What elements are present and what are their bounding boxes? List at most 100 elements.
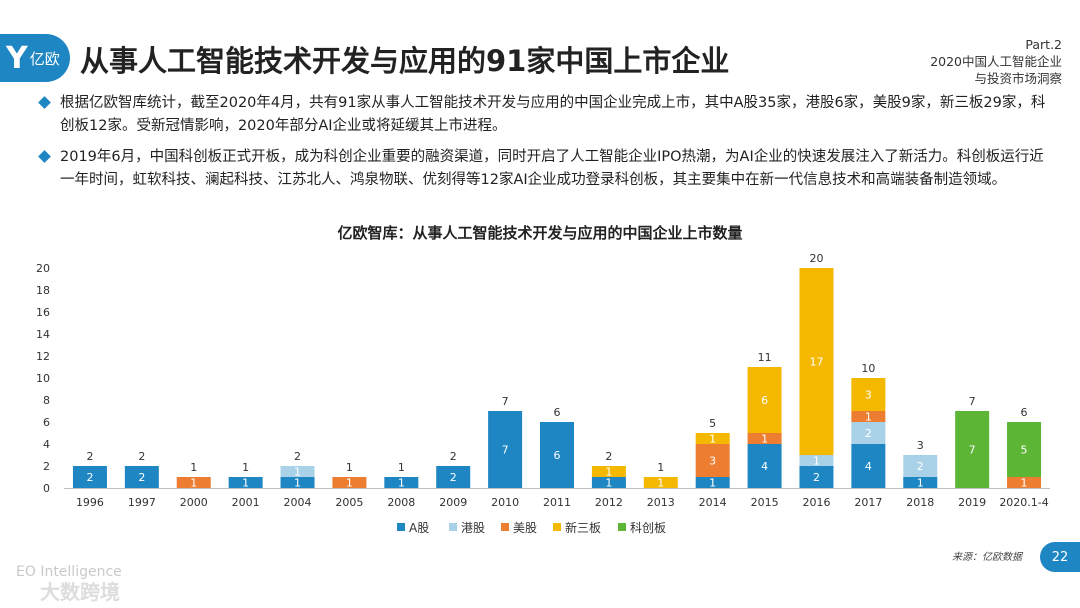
bar-segment [799, 455, 834, 466]
bullet-diamond-icon [38, 150, 51, 163]
part-number: Part.2 [1025, 37, 1062, 52]
bar-segment [799, 268, 834, 455]
chart-title: 亿欧智库：从事人工智能技术开发与应用的中国企业上市数量 [337, 224, 743, 242]
bar-segment [903, 477, 938, 488]
bar-total-label: 2 [450, 450, 457, 463]
x-tick-label: 2005 [335, 496, 363, 509]
x-tick-label: 2016 [802, 496, 830, 509]
legend-label: 科创板 [630, 521, 666, 535]
bar-total-label: 2 [86, 450, 93, 463]
legend-label: 新三板 [565, 520, 601, 535]
bar-total-label: 7 [502, 395, 509, 408]
report-label: Part.2 2020中国人工智能企业 与投资市场洞察 [930, 36, 1062, 87]
bar-total-label: 2 [138, 450, 145, 463]
x-tick-label: 2017 [854, 496, 882, 509]
x-tick-label: 1997 [128, 496, 156, 509]
y-tick-label: 0 [43, 482, 50, 495]
y-tick-label: 2 [43, 460, 50, 473]
bar-value-label: 1 [294, 477, 301, 490]
bar-segment [176, 477, 211, 488]
bar-total-label: 2 [605, 450, 612, 463]
page-number: 22 [1040, 542, 1080, 572]
bullet-item: 2019年6月，中国科创板正式开板，成为科创企业重要的融资渠道，同时开启了人工智… [38, 146, 1048, 192]
x-tick-label: 2012 [595, 496, 623, 509]
bar-value-label: 1 [1021, 477, 1028, 490]
bar-value-label: 1 [605, 477, 612, 490]
bar-segment [1007, 422, 1042, 477]
y-tick-label: 8 [43, 394, 50, 407]
bar-total-label: 7 [969, 395, 976, 408]
bar-value-label: 2 [450, 471, 457, 484]
bullet-text: 2019年6月，中国科创板正式开板，成为科创企业重要的融资渠道，同时开启了人工智… [60, 149, 1044, 188]
legend-swatch [618, 523, 626, 531]
bar-segment [747, 433, 782, 444]
bar-segment [1007, 477, 1042, 488]
y-tick-label: 16 [36, 306, 50, 319]
bar-value-label: 1 [190, 477, 197, 490]
bullet-text: 根据亿欧智库统计，截至2020年4月，共有91家从事人工智能技术开发与应用的中国… [60, 95, 1046, 134]
bar-segment [955, 411, 990, 488]
bar-total-label: 20 [809, 252, 823, 265]
bar-total-label: 1 [242, 461, 249, 474]
bar-segment [851, 444, 886, 488]
legend-swatch [449, 523, 457, 531]
bar-segment [747, 444, 782, 488]
bar-segment [280, 466, 315, 477]
bar-total-label: 10 [861, 362, 875, 375]
bar-total-label: 1 [398, 461, 405, 474]
logo-mark-icon: Y [6, 40, 28, 76]
bar-segment [124, 466, 159, 488]
bar-value-label: 3 [865, 389, 872, 402]
bar-value-label: 1 [346, 477, 353, 490]
x-tick-label: 2010 [491, 496, 519, 509]
bar-segment [695, 444, 730, 477]
x-tick-label: 2001 [232, 496, 260, 509]
bar-segment [436, 466, 471, 488]
x-tick-label: 2011 [543, 496, 571, 509]
bar-value-label: 6 [554, 449, 561, 462]
bar-segment [384, 477, 419, 488]
summary-bullets: 根据亿欧智库统计，截至2020年4月，共有91家从事人工智能技术开发与应用的中国… [38, 92, 1048, 200]
bar-value-label: 5 [1021, 444, 1028, 457]
report-name-line2: 与投资市场洞察 [974, 71, 1062, 86]
y-tick-label: 4 [43, 438, 50, 451]
legend-label: 美股 [513, 521, 537, 535]
bar-value-label: 6 [761, 394, 768, 407]
bar-segment [851, 411, 886, 422]
bar-segment [747, 367, 782, 433]
bar-segment [851, 378, 886, 411]
bar-value-label: 17 [809, 356, 823, 369]
x-tick-label: 2018 [906, 496, 934, 509]
x-tick-label: 2009 [439, 496, 467, 509]
brand-logo: Y 亿欧 [0, 34, 70, 82]
page-title: 从事人工智能技术开发与应用的91家中国上市企业 [80, 44, 730, 78]
bar-value-label: 1 [917, 477, 924, 490]
bar-total-label: 1 [190, 461, 197, 474]
bar-segment [851, 422, 886, 444]
bar-value-label: 4 [865, 460, 872, 473]
x-tick-label: 2000 [180, 496, 208, 509]
bar-segment [799, 466, 834, 488]
y-tick-label: 6 [43, 416, 50, 429]
y-tick-label: 14 [36, 328, 50, 341]
legend-swatch [553, 523, 561, 531]
x-tick-label: 2019 [958, 496, 986, 509]
bar-total-label: 2 [294, 450, 301, 463]
bar-value-label: 2 [865, 427, 872, 440]
bar-segment [488, 411, 523, 488]
bar-segment [540, 422, 574, 488]
logo-text: 亿欧 [29, 49, 60, 68]
bar-segment [695, 477, 730, 488]
x-tick-label: 2008 [387, 496, 415, 509]
stacked-bar-chart: 0246810121416182022199622199711200011200… [36, 252, 1050, 535]
bar-value-label: 2 [813, 471, 820, 484]
bar-value-label: 1 [865, 411, 872, 424]
bar-value-label: 4 [761, 460, 768, 473]
bar-total-label: 1 [346, 461, 353, 474]
bar-value-label: 7 [969, 444, 976, 457]
bar-total-label: 3 [917, 439, 924, 452]
bar-total-label: 1 [657, 461, 664, 474]
bar-value-label: 2 [86, 471, 93, 484]
bar-value-label: 1 [242, 477, 249, 490]
bullet-diamond-icon [38, 96, 51, 109]
